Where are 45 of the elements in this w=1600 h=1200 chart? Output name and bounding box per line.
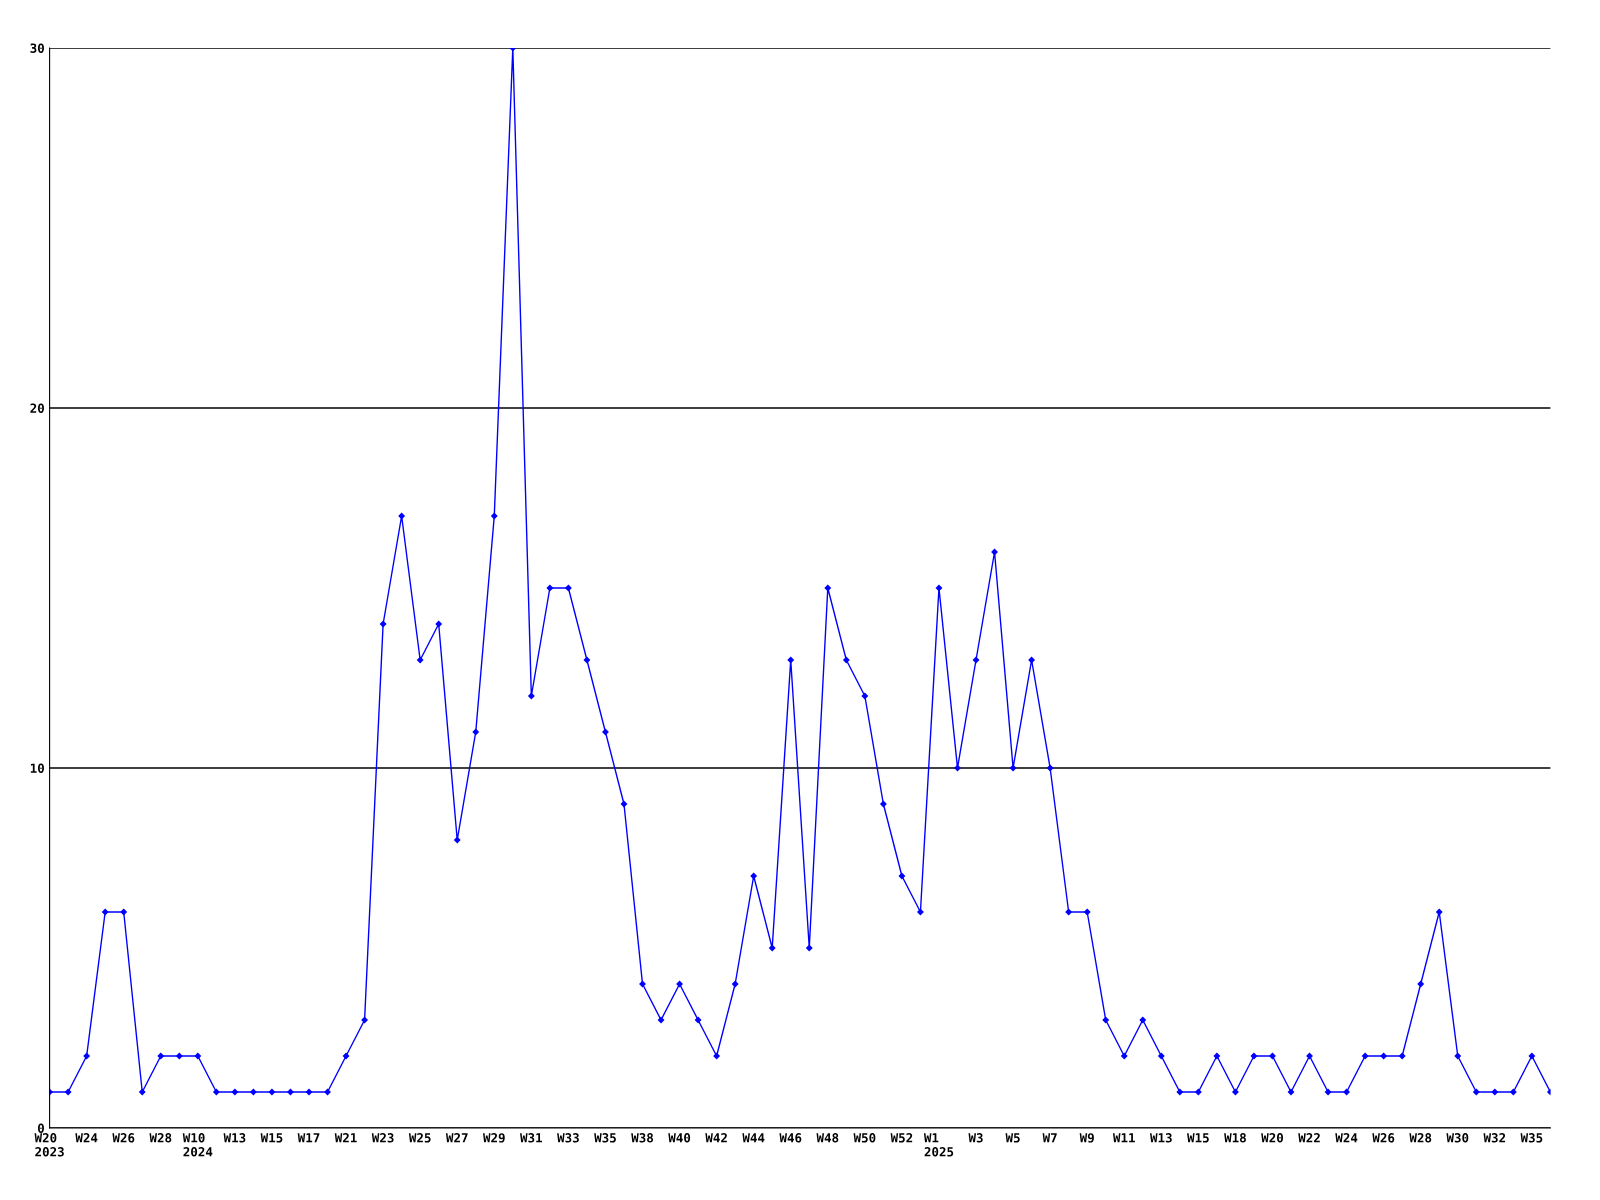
x-tick-label: W15 (1187, 1133, 1209, 1143)
x-tick-label: W20 2023 (34, 1133, 64, 1157)
x-tick-label: W42 (705, 1133, 727, 1143)
x-tick-label: W13 (1150, 1133, 1172, 1143)
x-tick-label: W10 2024 (182, 1133, 213, 1157)
x-tick-label: W11 (1112, 1133, 1135, 1143)
x-tick-label: W23 (371, 1133, 394, 1143)
x-tick-label: W35 (1520, 1133, 1543, 1143)
y-tick-label: 0 (37, 1123, 44, 1133)
x-tick-label: W28 (1409, 1133, 1432, 1143)
x-tick-label: W48 (816, 1133, 839, 1143)
x-tick-label: W15 (260, 1133, 283, 1143)
x-tick-label: W22 (1298, 1133, 1320, 1143)
x-tick-label: W38 (631, 1133, 654, 1143)
x-tick-label: W29 (482, 1133, 505, 1143)
x-tick-label: W32 (1483, 1133, 1506, 1143)
x-tick-label: W27 (445, 1133, 468, 1143)
x-tick-label: W33 (557, 1133, 579, 1143)
x-tick-label: W21 (334, 1133, 357, 1143)
y-tick-label: 10 (30, 763, 44, 773)
x-tick-label: W3 (968, 1133, 983, 1143)
y-tick-label: 20 (30, 403, 44, 413)
x-tick-label: W40 (668, 1133, 691, 1143)
x-tick-label: W31 (520, 1133, 543, 1143)
x-tick-label: W44 (742, 1133, 765, 1143)
x-tick-label: W28 (149, 1133, 172, 1143)
x-tick-label: W24 (75, 1133, 98, 1143)
x-tick-label: W17 (297, 1133, 320, 1143)
x-tick-label: W24 (1335, 1133, 1358, 1143)
x-tick-label: W9 (1079, 1133, 1094, 1143)
x-tick-label: W30 (1446, 1133, 1469, 1143)
x-tick-label: W5 (1005, 1133, 1020, 1143)
x-tick-label: W1 2025 (923, 1133, 954, 1157)
x-tick-label: W26 (1372, 1133, 1395, 1143)
x-tick-label: W18 (1224, 1133, 1246, 1143)
x-tick-label: W52 (890, 1133, 913, 1143)
x-tick-label: W35 (594, 1133, 616, 1143)
y-tick-label: 30 (30, 43, 44, 53)
x-tick-label: W20 (1261, 1133, 1284, 1143)
x-tick-label: W26 (112, 1133, 135, 1143)
x-tick-label: W25 (408, 1133, 431, 1143)
x-tick-label: W7 (1042, 1133, 1057, 1143)
x-tick-label: W50 (853, 1133, 876, 1143)
x-tick-label: W13 (223, 1133, 246, 1143)
x-tick-label: W46 (779, 1133, 802, 1143)
